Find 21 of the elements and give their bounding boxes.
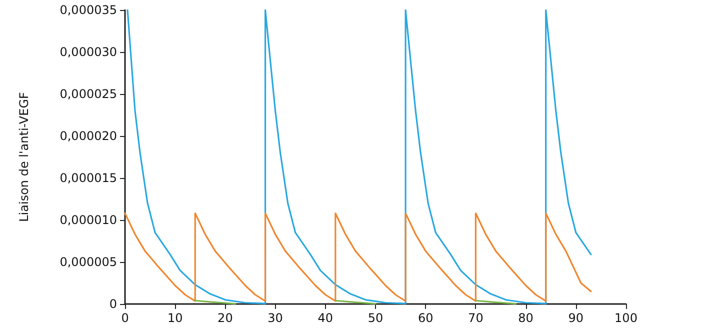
y-tick-label: 0 <box>109 297 117 311</box>
y-tick-label: 0,000025 <box>60 87 117 101</box>
x-tick-label: 10 <box>167 311 183 325</box>
y-axis-title: Liaison de l'anti-VEGF <box>17 92 31 222</box>
x-tick-label: 70 <box>468 311 484 325</box>
x-tick-label: 60 <box>418 311 434 325</box>
x-tick-label: 40 <box>318 311 334 325</box>
x-tick-label: 80 <box>518 311 534 325</box>
line-series <box>124 212 592 302</box>
y-tick-label: 0,000005 <box>60 255 117 269</box>
y-tick-label: 0,000030 <box>60 45 117 59</box>
y-tick-label: 0,000020 <box>60 129 117 143</box>
y-tick-label: 0,000015 <box>60 171 117 185</box>
x-tick-label: 100 <box>614 311 638 325</box>
x-tick-label: 50 <box>368 311 384 325</box>
x-tick-label: 30 <box>268 311 283 325</box>
y-tick-label: 0,000010 <box>60 213 117 227</box>
x-tick-label: 90 <box>568 311 584 325</box>
x-tick-label: 20 <box>218 311 233 325</box>
x-tick-label: 0 <box>121 311 129 325</box>
y-tick-label: 0,000035 <box>60 3 117 17</box>
